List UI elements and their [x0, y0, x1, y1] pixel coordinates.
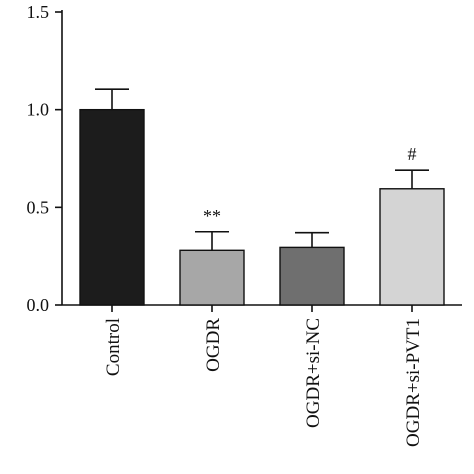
error-bars [95, 88, 429, 251]
bar-ogdr-si-nc [279, 246, 345, 306]
category-label: OGDR+si-NC [303, 318, 324, 428]
significance-mark: # [408, 144, 417, 164]
significance-annotations: ** # [203, 144, 417, 226]
x-axis [62, 304, 462, 312]
bar-ogdr-si-pvt1 [379, 188, 445, 306]
category-labels: Control OGDR OGDR+si-NC OGDR+si-PVT1 [103, 318, 424, 447]
y-tick-label: 0.5 [27, 197, 50, 217]
error-bar [95, 88, 129, 110]
significance-mark: ** [203, 206, 221, 226]
error-bar [195, 230, 229, 251]
category-label: OGDR [203, 318, 224, 372]
category-label: Control [103, 318, 124, 376]
error-bar [295, 231, 329, 248]
error-bar [395, 169, 429, 189]
y-tick-label: 0.0 [27, 295, 50, 315]
bar-control [79, 108, 145, 306]
bar-ogdr [179, 249, 245, 306]
y-tick-label: 1.5 [27, 2, 50, 22]
bars [79, 108, 445, 306]
category-label: OGDR+si-PVT1 [403, 318, 424, 447]
y-axis: 0.0 0.5 1.0 1.5 [27, 2, 63, 315]
y-tick-label: 1.0 [27, 100, 50, 120]
